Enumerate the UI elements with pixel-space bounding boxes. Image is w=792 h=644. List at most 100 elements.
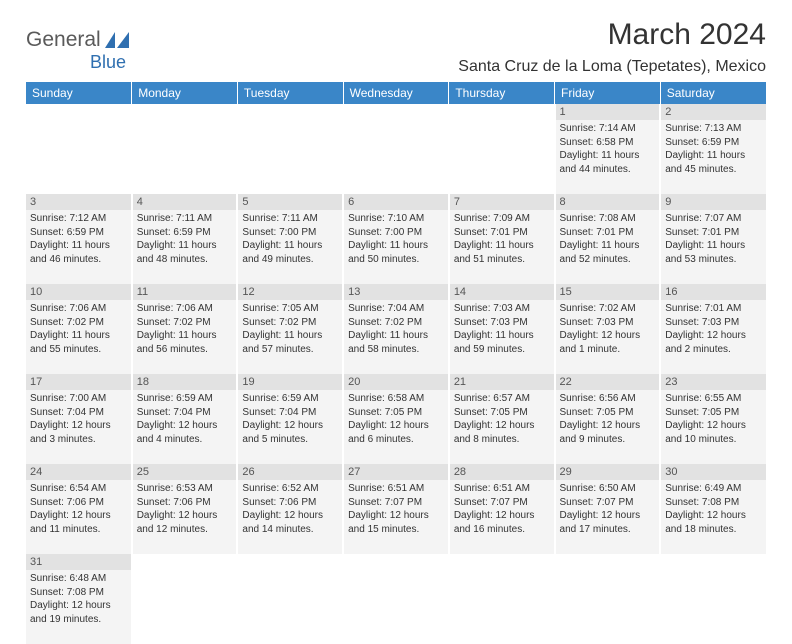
day-detail-cell: Sunrise: 7:08 AMSunset: 7:01 PMDaylight:… [555, 210, 661, 284]
day-detail-row: Sunrise: 7:12 AMSunset: 6:59 PMDaylight:… [26, 210, 766, 284]
day-number-cell: 19 [237, 374, 343, 390]
day-detail-cell: Sunrise: 7:11 AMSunset: 7:00 PMDaylight:… [237, 210, 343, 284]
daylight-text-1: Daylight: 12 hours [348, 509, 444, 523]
daylight-text-2: and 3 minutes. [30, 433, 127, 447]
sunrise-text: Sunrise: 7:07 AM [665, 212, 762, 226]
day-detail-cell: Sunrise: 6:58 AMSunset: 7:05 PMDaylight:… [343, 390, 449, 464]
day-number-cell: 11 [132, 284, 238, 300]
daylight-text-2: and 9 minutes. [560, 433, 656, 447]
sunrise-text: Sunrise: 6:52 AM [242, 482, 338, 496]
day-number-cell: 4 [132, 194, 238, 210]
sunrise-text: Sunrise: 7:06 AM [137, 302, 233, 316]
daylight-text-2: and 56 minutes. [137, 343, 233, 357]
sunset-text: Sunset: 7:03 PM [454, 316, 550, 330]
daylight-text-2: and 2 minutes. [665, 343, 762, 357]
day-number-cell: 31 [26, 554, 132, 570]
logo: General [26, 28, 133, 52]
day-number-cell: 5 [237, 194, 343, 210]
daylight-text-1: Daylight: 11 hours [454, 329, 550, 343]
daylight-text-1: Daylight: 11 hours [665, 149, 762, 163]
daylight-text-2: and 12 minutes. [137, 523, 233, 537]
sunrise-text: Sunrise: 6:55 AM [665, 392, 762, 406]
sunrise-text: Sunrise: 7:06 AM [30, 302, 127, 316]
day-number-cell: 25 [132, 464, 238, 480]
daylight-text-1: Daylight: 12 hours [665, 419, 762, 433]
sunset-text: Sunset: 7:05 PM [454, 406, 550, 420]
daylight-text-2: and 1 minute. [560, 343, 656, 357]
day-number-cell [660, 554, 766, 570]
sunrise-text: Sunrise: 7:14 AM [560, 122, 656, 136]
day-detail-cell: Sunrise: 7:11 AMSunset: 6:59 PMDaylight:… [132, 210, 238, 284]
day-number-cell: 28 [449, 464, 555, 480]
day-detail-cell: Sunrise: 7:00 AMSunset: 7:04 PMDaylight:… [26, 390, 132, 464]
day-number-cell: 17 [26, 374, 132, 390]
sunset-text: Sunset: 7:02 PM [242, 316, 338, 330]
day-detail-row: Sunrise: 7:00 AMSunset: 7:04 PMDaylight:… [26, 390, 766, 464]
sunrise-text: Sunrise: 7:08 AM [560, 212, 656, 226]
title-block: March 2024 Santa Cruz de la Loma (Tepeta… [458, 18, 766, 76]
weekday-header: Tuesday [237, 82, 343, 104]
calendar-head: SundayMondayTuesdayWednesdayThursdayFrid… [26, 82, 766, 104]
logo-text-blue: Blue [90, 52, 126, 72]
calendar-table: SundayMondayTuesdayWednesdayThursdayFrid… [26, 82, 766, 644]
day-number-cell: 13 [343, 284, 449, 300]
day-detail-cell: Sunrise: 6:49 AMSunset: 7:08 PMDaylight:… [660, 480, 766, 554]
day-detail-cell: Sunrise: 7:06 AMSunset: 7:02 PMDaylight:… [132, 300, 238, 374]
daylight-text-2: and 49 minutes. [242, 253, 338, 267]
daylight-text-1: Daylight: 11 hours [242, 239, 338, 253]
daylight-text-1: Daylight: 12 hours [242, 509, 338, 523]
daylight-text-1: Daylight: 11 hours [137, 329, 233, 343]
sunrise-text: Sunrise: 6:59 AM [137, 392, 233, 406]
month-title: March 2024 [458, 18, 766, 52]
daylight-text-1: Daylight: 12 hours [348, 419, 444, 433]
day-detail-cell: Sunrise: 7:04 AMSunset: 7:02 PMDaylight:… [343, 300, 449, 374]
daylight-text-2: and 17 minutes. [560, 523, 656, 537]
header: General March 2024 Santa Cruz de la Loma… [26, 18, 766, 76]
day-number-cell: 24 [26, 464, 132, 480]
sunset-text: Sunset: 7:02 PM [348, 316, 444, 330]
daylight-text-2: and 5 minutes. [242, 433, 338, 447]
sunset-text: Sunset: 7:05 PM [560, 406, 656, 420]
day-detail-cell [237, 570, 343, 644]
weekday-header: Wednesday [343, 82, 449, 104]
day-number-cell: 20 [343, 374, 449, 390]
sunset-text: Sunset: 7:07 PM [348, 496, 444, 510]
day-number-cell: 9 [660, 194, 766, 210]
day-number-cell [343, 554, 449, 570]
day-detail-cell: Sunrise: 7:12 AMSunset: 6:59 PMDaylight:… [26, 210, 132, 284]
daylight-text-1: Daylight: 11 hours [454, 239, 550, 253]
day-number-cell [449, 554, 555, 570]
daylight-text-2: and 11 minutes. [30, 523, 127, 537]
daylight-text-1: Daylight: 11 hours [560, 149, 656, 163]
daylight-text-1: Daylight: 12 hours [454, 509, 550, 523]
day-number-cell: 12 [237, 284, 343, 300]
daylight-text-1: Daylight: 12 hours [560, 419, 656, 433]
day-detail-cell: Sunrise: 6:54 AMSunset: 7:06 PMDaylight:… [26, 480, 132, 554]
day-detail-cell: Sunrise: 7:07 AMSunset: 7:01 PMDaylight:… [660, 210, 766, 284]
daylight-text-1: Daylight: 11 hours [560, 239, 656, 253]
calendar-page: General March 2024 Santa Cruz de la Loma… [0, 0, 792, 644]
day-number-row: 12 [26, 104, 766, 120]
weekday-header: Monday [132, 82, 238, 104]
day-number-cell [555, 554, 661, 570]
day-number-cell: 30 [660, 464, 766, 480]
sunrise-text: Sunrise: 7:13 AM [665, 122, 762, 136]
sunset-text: Sunset: 7:06 PM [242, 496, 338, 510]
day-number-cell: 8 [555, 194, 661, 210]
day-detail-cell: Sunrise: 6:55 AMSunset: 7:05 PMDaylight:… [660, 390, 766, 464]
day-number-cell: 6 [343, 194, 449, 210]
day-number-cell: 21 [449, 374, 555, 390]
day-number-row: 24252627282930 [26, 464, 766, 480]
day-number-cell: 16 [660, 284, 766, 300]
daylight-text-1: Daylight: 11 hours [665, 239, 762, 253]
day-number-cell: 7 [449, 194, 555, 210]
daylight-text-1: Daylight: 11 hours [242, 329, 338, 343]
daylight-text-2: and 51 minutes. [454, 253, 550, 267]
sunrise-text: Sunrise: 7:09 AM [454, 212, 550, 226]
day-number-cell: 22 [555, 374, 661, 390]
sunset-text: Sunset: 7:04 PM [242, 406, 338, 420]
sunrise-text: Sunrise: 6:59 AM [242, 392, 338, 406]
day-number-cell [237, 104, 343, 120]
daylight-text-2: and 58 minutes. [348, 343, 444, 357]
day-number-cell: 29 [555, 464, 661, 480]
